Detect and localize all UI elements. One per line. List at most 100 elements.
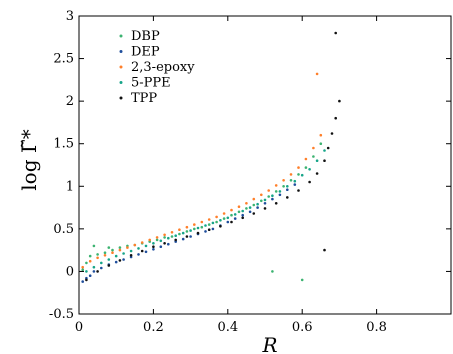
data-point-5-ppe: [300, 173, 304, 177]
data-point-dbp: [81, 268, 84, 272]
data-point-dbp: [185, 230, 189, 233]
data-point-5-ppe: [286, 185, 289, 188]
data-point-5-ppe: [323, 149, 326, 152]
data-point-tpp: [174, 238, 177, 242]
y-tick-label: 2.5: [53, 52, 74, 67]
data-point-tpp: [263, 207, 267, 210]
data-point-tpp: [326, 146, 330, 150]
data-point-2-3-epoxy: [304, 157, 308, 161]
data-point-tpp: [334, 116, 338, 120]
data-point-dbp: [237, 210, 241, 214]
data-point-tpp: [323, 159, 326, 162]
data-point-2-3-epoxy: [103, 254, 107, 257]
data-point-2-3-epoxy: [163, 233, 166, 237]
data-point-dep: [152, 248, 155, 251]
data-point-dbp: [85, 261, 88, 265]
plot-frame: [78, 15, 452, 315]
data-point-5-ppe: [263, 198, 267, 202]
data-point-dbp: [297, 173, 300, 176]
data-point-2-3-epoxy: [222, 212, 226, 215]
data-point-dbp: [271, 270, 274, 273]
data-point-5-ppe: [137, 247, 140, 250]
data-point-dep: [256, 206, 259, 209]
data-point-tpp: [152, 245, 155, 248]
data-point-dep: [167, 242, 170, 246]
data-point-dbp: [319, 142, 323, 145]
data-point-5-ppe: [248, 206, 252, 209]
data-point-5-ppe: [293, 179, 297, 183]
data-point-dep: [241, 213, 244, 217]
data-point-dbp: [282, 185, 285, 188]
data-point-tpp: [323, 248, 326, 252]
x-axis-ticks: 0 0.2 0.4 0.6 0.8: [75, 16, 387, 335]
data-point-2-3-epoxy: [230, 208, 233, 212]
data-point-2-3-epoxy: [207, 218, 211, 221]
data-point-5-ppe: [308, 168, 311, 171]
data-point-5-ppe: [256, 202, 259, 206]
data-point-tpp: [129, 254, 133, 257]
data-point-2-3-epoxy: [267, 189, 271, 192]
data-point-dbp: [289, 179, 293, 182]
data-point-2-3-epoxy: [140, 241, 144, 244]
legend-marker: [119, 81, 123, 84]
data-point-dep: [211, 227, 215, 231]
data-point-tpp: [219, 225, 222, 228]
data-point-dep: [137, 253, 140, 256]
data-point-dbp: [274, 190, 278, 193]
data-point-5-ppe: [278, 190, 282, 193]
data-point-5-ppe: [159, 239, 163, 243]
data-point-tpp: [252, 212, 256, 215]
data-point-dbp: [170, 235, 174, 238]
data-point-tpp: [274, 202, 278, 205]
data-point-dbp: [230, 213, 233, 217]
y-tick-label: 1: [66, 179, 74, 194]
x-tick-label: 0.6: [292, 320, 313, 335]
data-point-dep: [271, 197, 274, 201]
data-point-2-3-epoxy: [319, 133, 323, 137]
x-tick-label: 0.2: [143, 320, 164, 335]
data-point-dbp: [215, 220, 218, 224]
data-point-tpp: [163, 242, 166, 245]
data-point-5-ppe: [100, 261, 103, 265]
data-point-dep: [100, 266, 103, 270]
data-point-dep: [181, 237, 185, 241]
data-point-2-3-epoxy: [178, 228, 181, 231]
data-point-dbp: [92, 244, 96, 248]
data-point-dbp: [107, 246, 111, 249]
data-point-dbp: [312, 155, 315, 158]
data-point-dbp: [207, 223, 211, 226]
data-point-dep: [122, 258, 125, 261]
data-point-dbp: [245, 207, 248, 210]
data-point-2-3-epoxy: [126, 246, 129, 249]
x-tick-label: 0: [75, 320, 83, 335]
data-point-5-ppe: [196, 226, 200, 230]
data-point-dbp: [88, 254, 92, 258]
y-tick-label: 1.5: [53, 137, 74, 152]
y-tick-label: 0: [66, 264, 74, 279]
data-point-tpp: [230, 220, 233, 224]
x-tick-label: 0.4: [217, 320, 238, 335]
data-point-5-ppe: [226, 216, 230, 220]
data-point-dbp: [300, 278, 304, 282]
data-point-5-ppe: [122, 252, 125, 255]
data-point-tpp: [96, 270, 99, 273]
data-point-2-3-epoxy: [170, 231, 174, 234]
data-point-dbp: [193, 227, 196, 231]
legend-label: TPP: [131, 91, 157, 106]
data-point-2-3-epoxy: [155, 236, 159, 239]
data-point-dep: [81, 280, 84, 283]
legend-marker: [119, 65, 123, 69]
data-point-dbp: [96, 253, 99, 256]
legend-marker: [119, 96, 123, 100]
data-point-2-3-epoxy: [88, 259, 92, 263]
data-point-tpp: [118, 259, 122, 262]
data-point-dbp: [260, 199, 263, 203]
data-point-tpp: [85, 278, 88, 282]
data-point-dep: [144, 250, 148, 254]
data-point-5-ppe: [85, 270, 88, 273]
data-point-2-3-epoxy: [148, 238, 151, 242]
data-point-dep: [286, 188, 289, 191]
x-axis-label: R: [261, 333, 277, 354]
data-point-dep: [114, 260, 118, 264]
data-point-dep: [263, 202, 267, 205]
